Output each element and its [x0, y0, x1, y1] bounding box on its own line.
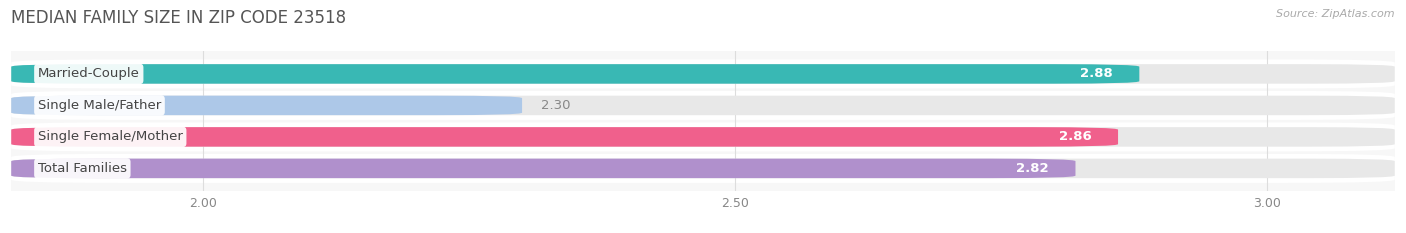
- Text: Married-Couple: Married-Couple: [38, 67, 139, 80]
- Text: Total Families: Total Families: [38, 162, 127, 175]
- FancyBboxPatch shape: [11, 127, 1118, 147]
- Text: 2.86: 2.86: [1059, 130, 1091, 143]
- FancyBboxPatch shape: [11, 127, 1395, 147]
- Text: MEDIAN FAMILY SIZE IN ZIP CODE 23518: MEDIAN FAMILY SIZE IN ZIP CODE 23518: [11, 9, 346, 27]
- FancyBboxPatch shape: [11, 96, 522, 115]
- FancyBboxPatch shape: [11, 59, 1395, 88]
- Text: 2.88: 2.88: [1080, 67, 1112, 80]
- FancyBboxPatch shape: [11, 91, 1395, 120]
- Text: 2.82: 2.82: [1017, 162, 1049, 175]
- Text: Source: ZipAtlas.com: Source: ZipAtlas.com: [1277, 9, 1395, 19]
- Text: Single Male/Father: Single Male/Father: [38, 99, 162, 112]
- FancyBboxPatch shape: [11, 154, 1395, 183]
- FancyBboxPatch shape: [11, 159, 1076, 178]
- FancyBboxPatch shape: [11, 64, 1395, 84]
- FancyBboxPatch shape: [11, 96, 1395, 115]
- FancyBboxPatch shape: [11, 122, 1395, 151]
- FancyBboxPatch shape: [11, 64, 1139, 84]
- Text: 2.30: 2.30: [541, 99, 571, 112]
- FancyBboxPatch shape: [11, 159, 1395, 178]
- Text: Single Female/Mother: Single Female/Mother: [38, 130, 183, 143]
